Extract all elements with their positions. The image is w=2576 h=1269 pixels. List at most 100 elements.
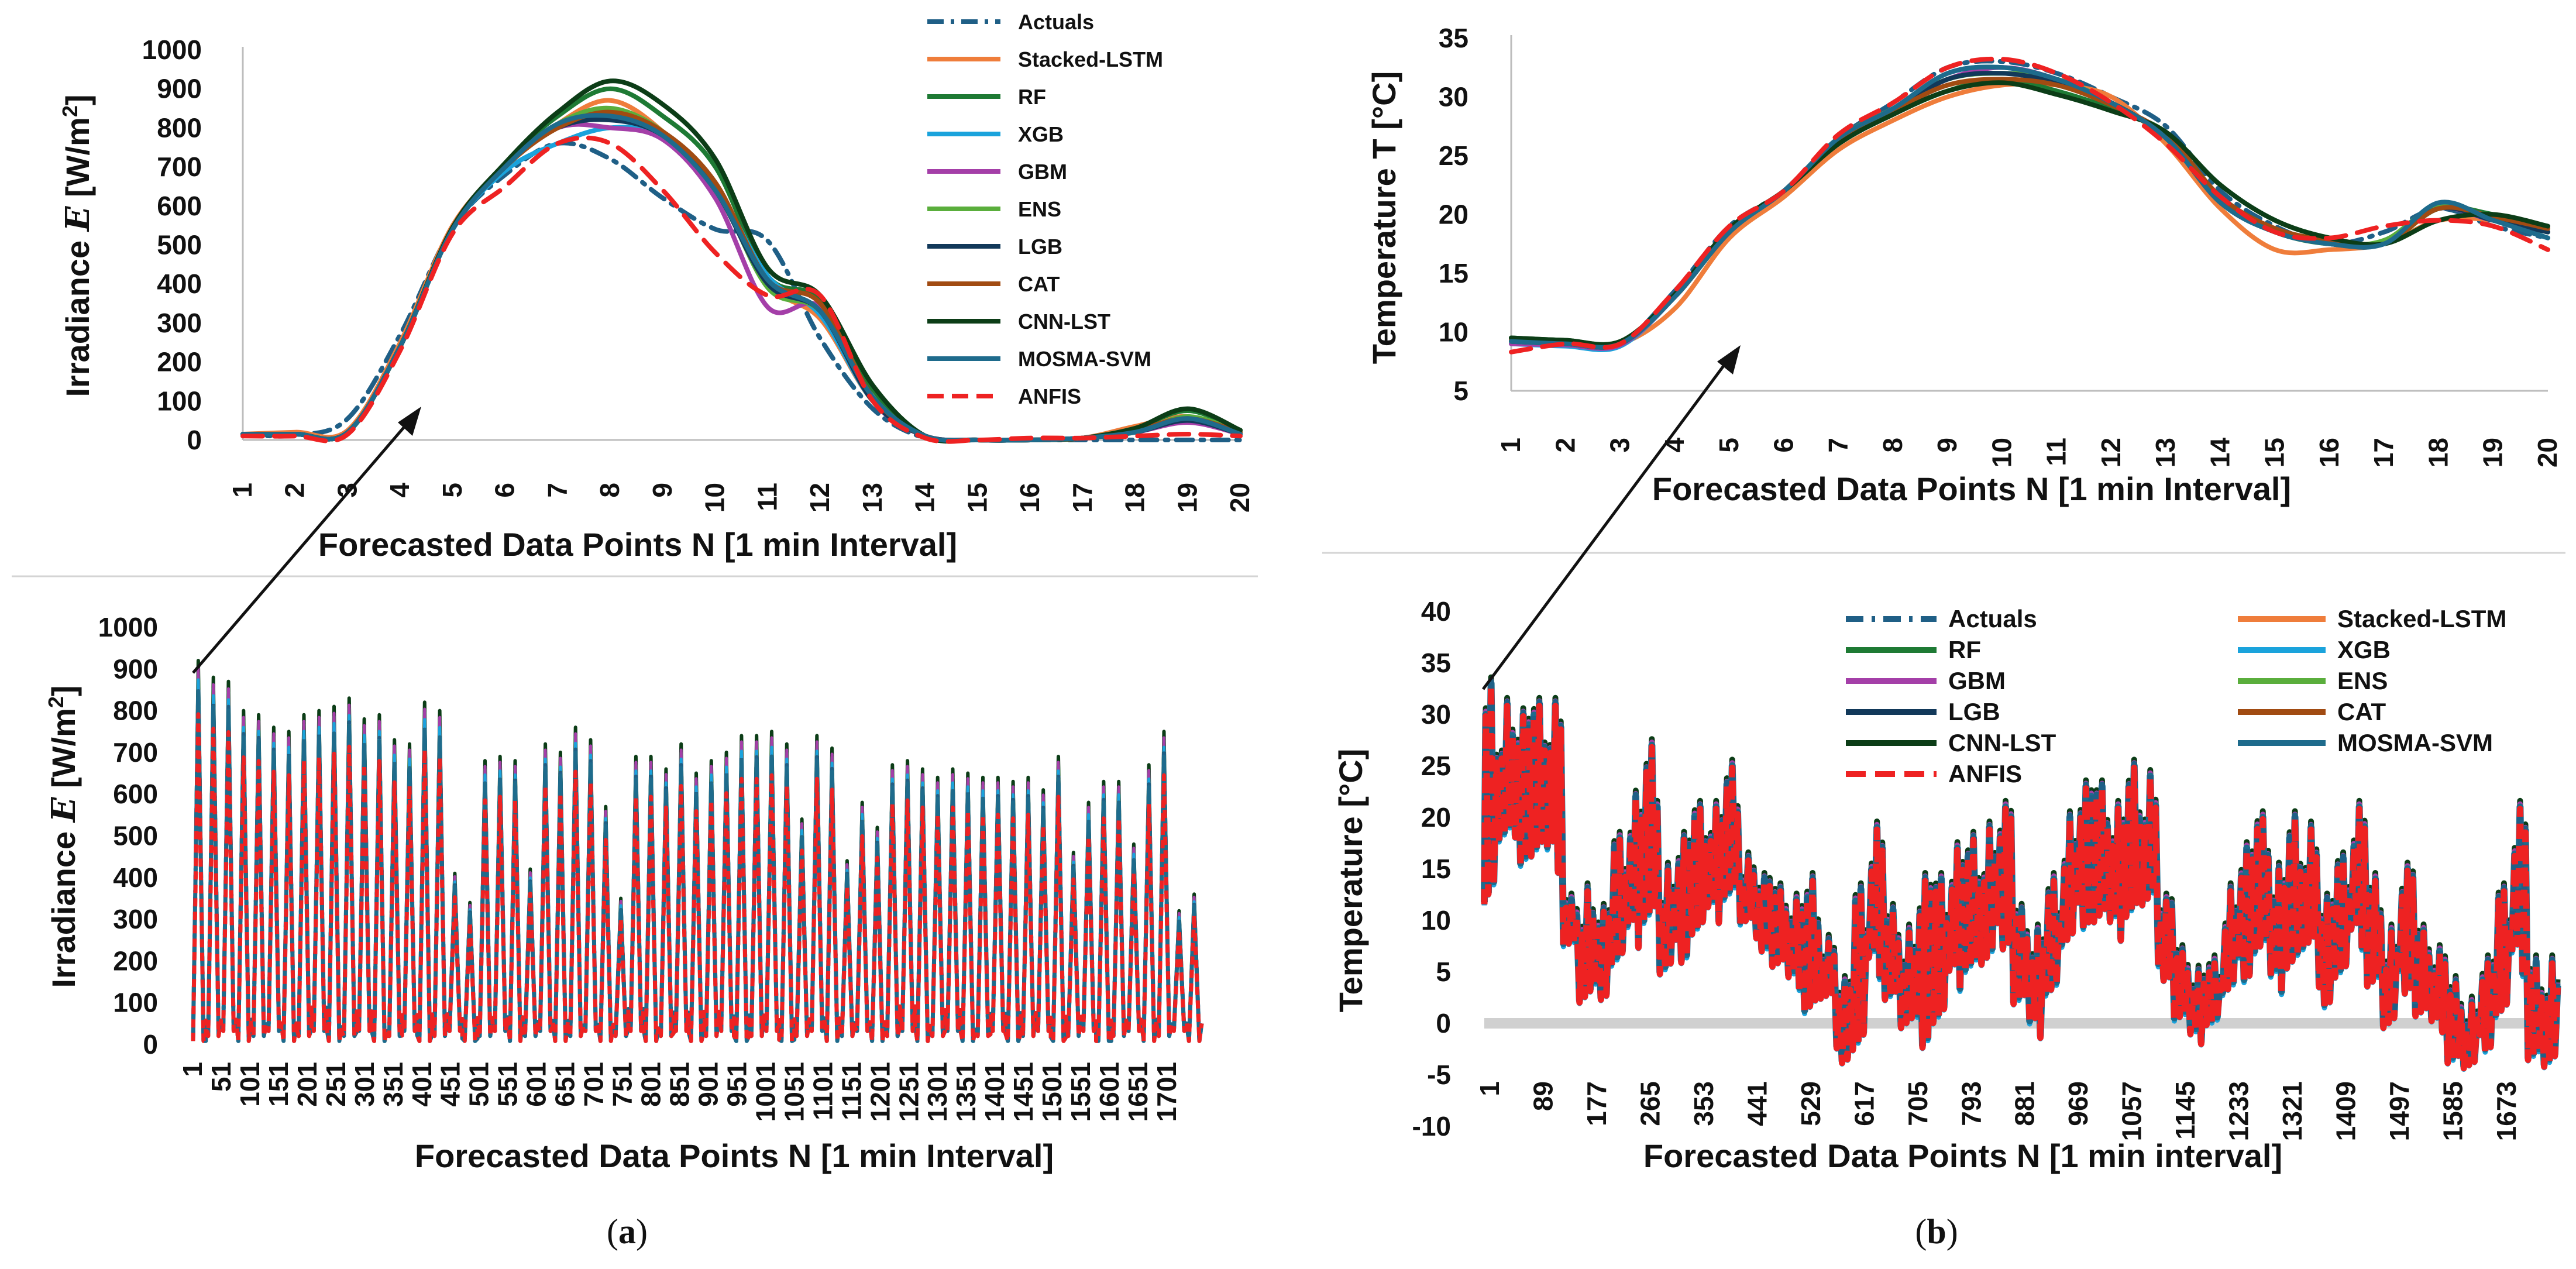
x-tick-label: 617 bbox=[1849, 1081, 1879, 1126]
x-axis-label: Forecasted Data Points N [1 min Interval… bbox=[415, 1137, 1054, 1174]
series-line-anfis bbox=[191, 712, 1204, 1043]
y-axis-label: Temperature T [°C] bbox=[1366, 71, 1402, 364]
y-tick-label: 20 bbox=[1439, 200, 1468, 230]
x-tick-label: 881 bbox=[2010, 1081, 2040, 1126]
x-tick-label: 1233 bbox=[2224, 1081, 2254, 1141]
x-tick-label: 7 bbox=[1823, 438, 1853, 453]
legend-label: Actuals bbox=[1948, 605, 2037, 632]
y-tick-label: 40 bbox=[1421, 596, 1451, 627]
series-group bbox=[240, 78, 1243, 444]
y-tick-label: 10 bbox=[1421, 905, 1451, 936]
x-tick-label: 5 bbox=[437, 483, 467, 498]
y-tick-label: 900 bbox=[157, 74, 202, 104]
x-tick-label: 851 bbox=[665, 1062, 695, 1107]
x-tick-label: 6 bbox=[1768, 438, 1798, 453]
x-tick-label: 1451 bbox=[1008, 1062, 1038, 1122]
y-tick-label: 0 bbox=[143, 1029, 158, 1060]
x-tick-label: 1101 bbox=[807, 1062, 838, 1120]
y-tick-label: 700 bbox=[113, 737, 158, 768]
x-tick-label: 441 bbox=[1742, 1081, 1772, 1126]
series-line-anfis bbox=[1509, 56, 2550, 355]
x-tick-label: 1057 bbox=[2117, 1081, 2147, 1141]
x-tick-label: 11 bbox=[2041, 438, 2072, 466]
x-tick-label: 5 bbox=[1714, 438, 1744, 453]
x-tick-label: 17 bbox=[2368, 438, 2399, 467]
x-tick-label: 1151 bbox=[836, 1062, 866, 1120]
legend-label: XGB bbox=[1018, 122, 1064, 146]
zoom-arrow-left bbox=[192, 407, 421, 674]
y-tick-label: 25 bbox=[1421, 751, 1451, 781]
x-axis-label: Forecasted Data Points N [1 min interval… bbox=[1643, 1137, 2282, 1174]
series-line-gbm bbox=[240, 122, 1243, 443]
x-tick-label: 1401 bbox=[979, 1062, 1010, 1122]
x-tick-label: 1 bbox=[177, 1062, 208, 1077]
y-tick-label: 600 bbox=[113, 779, 158, 809]
x-tick-label: 751 bbox=[607, 1062, 638, 1107]
x-tick-label: 451 bbox=[435, 1062, 466, 1107]
y-tick-label: 200 bbox=[113, 945, 158, 976]
y-tick-label: 100 bbox=[157, 386, 202, 416]
series-line-stacked-lstm bbox=[240, 98, 1243, 443]
x-tick-label: 18 bbox=[1120, 483, 1150, 513]
y-tick-label: 5 bbox=[1436, 957, 1451, 987]
x-tick-label: 14 bbox=[910, 483, 940, 513]
legend-label: ANFIS bbox=[1018, 384, 1081, 408]
x-tick-label: 8 bbox=[1877, 438, 1908, 453]
x-tick-label: 10 bbox=[700, 483, 730, 513]
x-tick-label: 4 bbox=[384, 483, 415, 498]
x-tick-label: 705 bbox=[1903, 1081, 1933, 1126]
x-tick-label: 501 bbox=[464, 1062, 494, 1107]
y-tick-label: 700 bbox=[157, 152, 202, 182]
series-line-anfis bbox=[240, 135, 1243, 444]
series-group bbox=[191, 659, 1204, 1043]
x-tick-label: 265 bbox=[1635, 1081, 1665, 1126]
x-tick-label: 1585 bbox=[2438, 1081, 2468, 1141]
x-tick-label: 201 bbox=[292, 1062, 322, 1107]
legend-label: CNN-LST bbox=[1018, 309, 1110, 333]
x-tick-label: 19 bbox=[2478, 438, 2508, 467]
legend-label: CNN-LST bbox=[1948, 729, 2056, 756]
x-tick-label: 529 bbox=[1796, 1081, 1826, 1126]
x-tick-label: 89 bbox=[1528, 1081, 1558, 1111]
x-tick-label: 1051 bbox=[779, 1062, 809, 1122]
zoom-arrow-right bbox=[1481, 345, 1741, 690]
x-tick-label: 7 bbox=[542, 483, 572, 498]
y-tick-label: 15 bbox=[1421, 854, 1451, 884]
x-tick-label: 9 bbox=[1932, 438, 1962, 453]
x-tick-label: 351 bbox=[378, 1062, 408, 1107]
x-tick-label: 2 bbox=[280, 483, 310, 498]
x-tick-label: 1651 bbox=[1123, 1062, 1153, 1122]
legend: Actuals Stacked-LSTM RF XGB GBM ENS LGB CAT CNN-… bbox=[927, 10, 1163, 408]
y-axis-label: Temperature [°C] bbox=[1332, 749, 1369, 1013]
x-tick-label: 15 bbox=[962, 483, 992, 513]
x-tick-label: 13 bbox=[2150, 438, 2181, 467]
chart-temperature-full: -10 -5 0 5 10 15 20 25 30 35 40 1 89 177 265 353 441 529… bbox=[1332, 596, 2561, 1174]
x-tick-label: 2 bbox=[1550, 438, 1580, 453]
x-tick-label: 101 bbox=[235, 1062, 265, 1107]
x-tick-label: 1251 bbox=[893, 1062, 924, 1122]
x-tick-label: 551 bbox=[493, 1062, 523, 1107]
y-tick-label: 0 bbox=[1436, 1008, 1451, 1038]
x-tick-label: 10 bbox=[1986, 438, 2017, 467]
legend-label: LGB bbox=[1948, 698, 2000, 725]
panel-label-b: (b) bbox=[1915, 1212, 1958, 1251]
y-tick-label: 200 bbox=[157, 347, 202, 377]
x-tick-label: 651 bbox=[550, 1062, 580, 1107]
series-line-mosma-svm bbox=[1509, 64, 2550, 350]
legend-label: ENS bbox=[2337, 667, 2388, 694]
x-tick-label: 793 bbox=[1956, 1081, 1986, 1126]
legend-label: Stacked-LSTM bbox=[2337, 605, 2506, 632]
series-group bbox=[1509, 56, 2550, 355]
legend-label: LGB bbox=[1018, 235, 1062, 259]
x-tick-label: 18 bbox=[2423, 438, 2453, 467]
x-tick-label: 1551 bbox=[1065, 1062, 1096, 1122]
legend-label: RF bbox=[1018, 85, 1046, 109]
x-tick-label: 301 bbox=[349, 1062, 380, 1107]
x-axis-label: Forecasted Data Points N [1 min Interval… bbox=[1652, 470, 2291, 507]
legend-label: GBM bbox=[1948, 667, 2006, 694]
y-tick-label: -5 bbox=[1427, 1060, 1451, 1090]
legend-label: CAT bbox=[1018, 272, 1060, 296]
y-tick-label: 1000 bbox=[142, 35, 202, 65]
y-tick-label: 600 bbox=[157, 191, 202, 221]
